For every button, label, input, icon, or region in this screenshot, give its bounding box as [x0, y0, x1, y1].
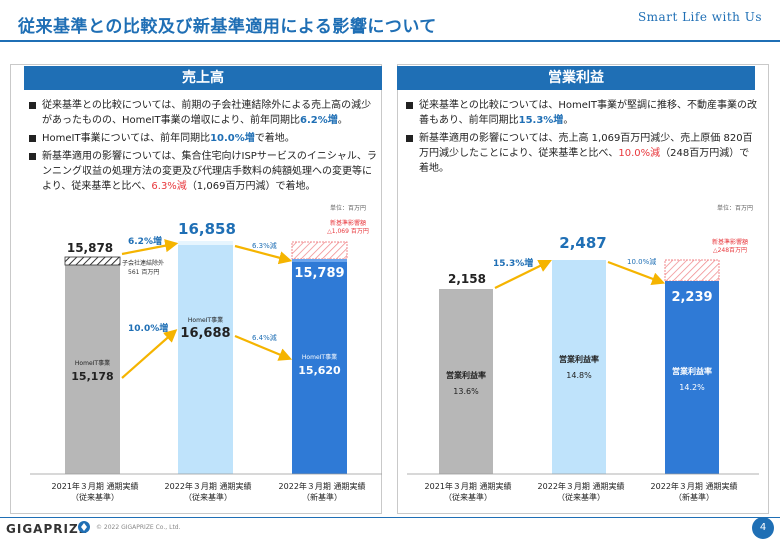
sales-unit-label: 単位：百万円	[330, 205, 367, 212]
bar-profit-2022-new	[665, 281, 719, 474]
profit-bullet: 従来基準との比較については、HomeIT事業が堅調に推移、不動産事業の改善もあり…	[403, 98, 759, 128]
sales-2022-homeit-label: HomeIT事業 16,688	[180, 317, 231, 341]
sales-bullet: HomeIT事業については、前年同期比10.0%増で着地。	[26, 131, 378, 146]
sales-arrow-total	[121, 239, 179, 256]
sales-2021-homeit-label: HomeIT事業 15,178	[71, 360, 114, 383]
sales-pct-new-total: 6.3%減	[252, 242, 277, 250]
profit-xlabel-2022: 2022年３月期 通期実績 （従来基準）	[537, 482, 625, 502]
profit-2022-new-value: 2,239	[671, 290, 713, 305]
sales-2022-total: 16,858	[178, 220, 236, 238]
bar-2022-total-cap	[178, 241, 233, 245]
profit-xlabel-2021: 2021年３月期 通期実績 （従来基準）	[424, 482, 512, 502]
sales-2021-total: 15,878	[66, 241, 114, 255]
bar-2022-new-homeit	[292, 262, 347, 474]
profit-pct-down: 10.0%減	[627, 258, 657, 266]
profit-arrow-down	[607, 260, 666, 286]
profit-pct-up: 15.3%増	[493, 259, 534, 269]
operating-profit-panel	[397, 64, 769, 514]
operating-profit-bullets: 従来基準との比較については、HomeIT事業が堅調に推移、不動産事業の改善もあり…	[403, 98, 759, 179]
profit-2022-value: 2,487	[559, 234, 607, 252]
sales-2022-new-total: 15,789	[294, 266, 345, 281]
bar-profit-2021	[439, 289, 493, 474]
profit-arrow-up	[494, 259, 552, 289]
sales-bullets: 従来基準との比較については、前期の子会社連結除外による売上高の減少があったものの…	[26, 98, 378, 197]
sales-pct-homeit: 10.0%増	[128, 324, 169, 334]
profit-2022-new-margin: 営業利益率 14.2%	[672, 367, 712, 392]
sales-panel	[10, 64, 382, 514]
sales-xlabel-2022-new: 2022年３月期 通期実績 （新基準）	[278, 482, 366, 502]
page-number: 4	[752, 517, 774, 539]
bar-2021-excluded	[64, 256, 121, 266]
profit-bullet: 新基準適用の影響については、売上高 1,069百万円減少、売上原価 820百万円…	[403, 131, 759, 176]
footer-divider	[0, 517, 780, 518]
sales-2022-new-homeit-label: HomeIT事業 15,620	[298, 354, 341, 377]
operating-profit-heading: 営業利益	[397, 66, 755, 90]
sales-arrow-homeit	[121, 329, 178, 379]
bar-2022-new-impact	[291, 241, 348, 260]
profit-2021-margin: 営業利益率 13.6%	[446, 371, 486, 396]
sales-bullet: 新基準適用の影響については、集合住宅向けISPサービスのイニシャル、ランニング収…	[26, 149, 378, 194]
bar-profit-2022	[552, 260, 606, 474]
operating-profit-chart	[407, 259, 759, 475]
profit-impact-note: 新基準影響額 △248百万円	[711, 239, 748, 254]
profit-2021-value: 2,158	[448, 272, 486, 286]
sales-pct-new-homeit: 6.4%減	[252, 334, 277, 342]
logo-mark-icon	[78, 521, 90, 533]
title-divider	[0, 40, 780, 42]
brand-tagline: Smart Life with Us	[637, 10, 762, 24]
bar-2022-new-cap	[292, 259, 347, 262]
page-title: 従来基準との比較及び新基準適用による影響について	[18, 17, 437, 37]
bar-2021-homeit	[65, 265, 120, 474]
company-logo: GIGAPRIZE	[6, 522, 88, 536]
sales-chart	[30, 239, 382, 475]
bar-profit-2022-new-impact	[664, 259, 720, 282]
sales-heading: 売上高	[24, 66, 382, 90]
copyright: © 2022 GIGAPRIZE Co., Ltd.	[96, 524, 181, 531]
sales-arrow-new-homeit	[234, 334, 293, 361]
sales-excluded-note: 子会社連結除外 561 百万円	[122, 260, 165, 276]
bar-2022-homeit	[178, 245, 233, 474]
sales-arrow-new-total	[234, 244, 293, 265]
sales-xlabel-2021: 2021年３月期 通期実績 （従来基準）	[51, 482, 139, 502]
sales-bullet: 従来基準との比較については、前期の子会社連結除外による売上高の減少があったものの…	[26, 98, 378, 128]
profit-xlabel-2022-new: 2022年３月期 通期実績 （新基準）	[650, 482, 738, 502]
profit-unit-label: 単位：百万円	[717, 205, 754, 212]
sales-xlabel-2022: 2022年３月期 通期実績 （従来基準）	[164, 482, 252, 502]
profit-2022-margin: 営業利益率 14.8%	[559, 355, 599, 380]
sales-pct-total: 6.2%増	[128, 237, 162, 247]
sales-impact-note: 新基準影響額 △1,069 百万円	[327, 220, 369, 235]
